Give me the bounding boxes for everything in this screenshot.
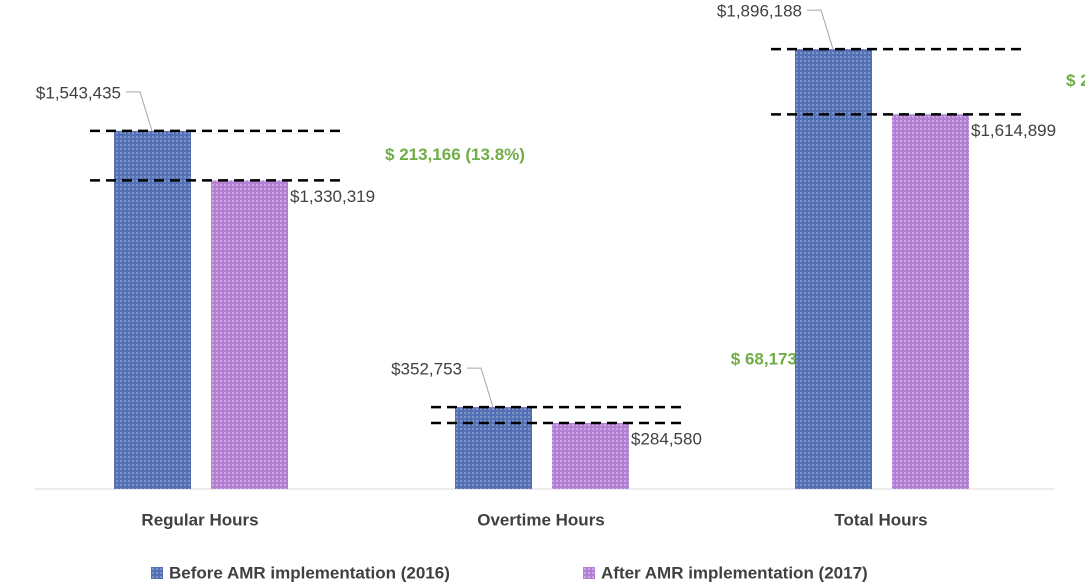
legend-swatch: [151, 567, 163, 579]
annotation: $ 281,289 (14.8%): [1066, 71, 1085, 90]
x-tick-label: Overtime Hours: [477, 510, 605, 529]
data-label: $1,896,188: [717, 2, 802, 21]
bar: [552, 422, 629, 489]
data-label: $1,614,899: [971, 121, 1056, 140]
data-label: $284,580: [631, 429, 702, 448]
bar: [892, 114, 969, 489]
legend-label: After AMR implementation (2017): [601, 563, 868, 582]
bar: [795, 49, 872, 490]
annotation: $ 213,166 (13.8%): [385, 145, 525, 164]
x-tick-label: Regular Hours: [141, 510, 258, 529]
bar: [114, 130, 191, 489]
data-label: $352,753: [391, 360, 462, 379]
x-tick-label: Total Hours: [834, 510, 927, 529]
legend-label: Before AMR implementation (2016): [169, 563, 450, 582]
bar: [211, 180, 288, 489]
data-label: $1,543,435: [36, 83, 121, 102]
leader-line: [126, 91, 153, 132]
leader-line: [807, 9, 834, 50]
data-label: $1,330,319: [290, 187, 375, 206]
legend-swatch: [583, 567, 595, 579]
bar: [455, 407, 532, 489]
leader-line: [467, 367, 494, 408]
